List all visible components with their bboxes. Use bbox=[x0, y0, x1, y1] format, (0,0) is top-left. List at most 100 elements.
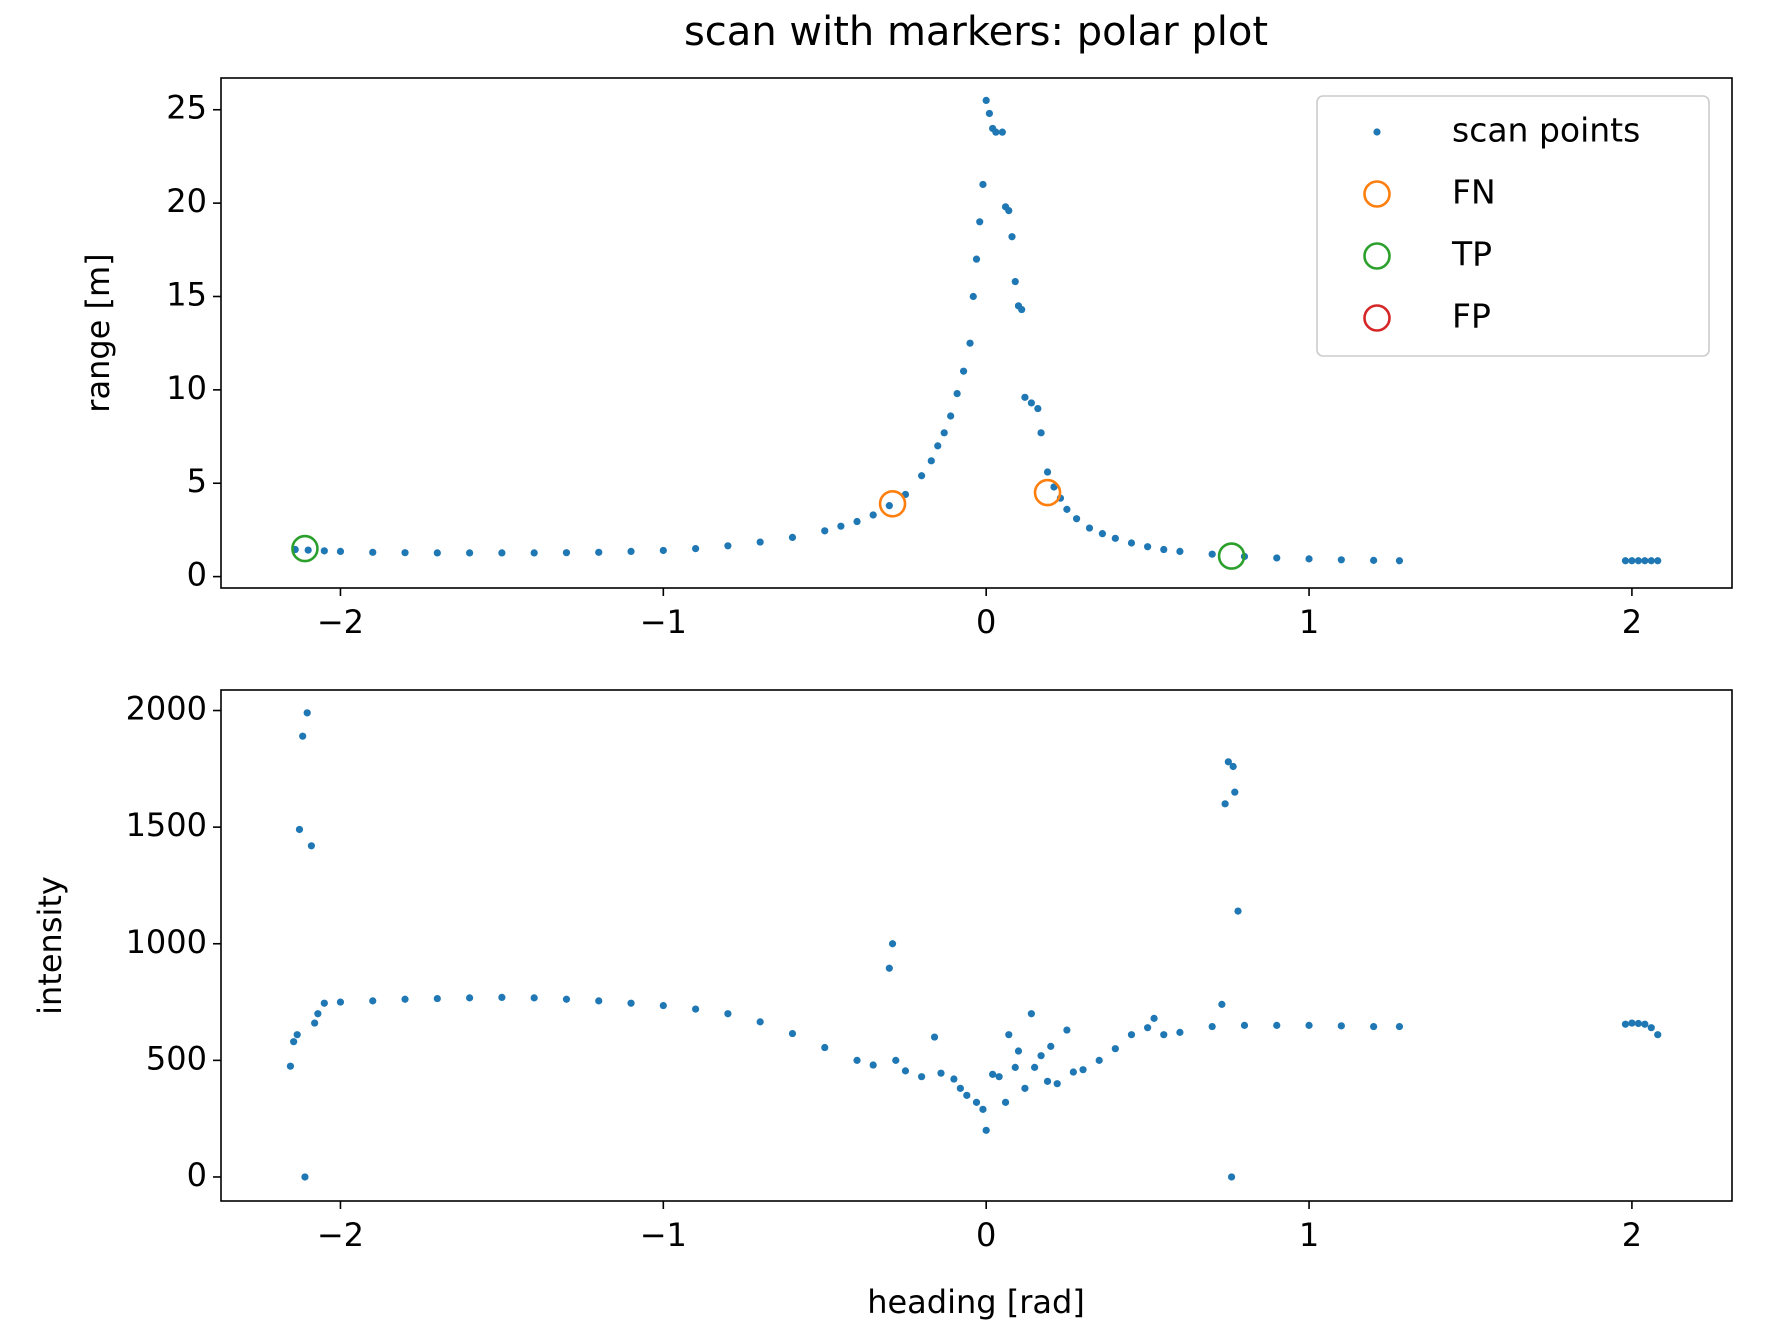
scan-point bbox=[498, 549, 506, 557]
y-tick-label: 25 bbox=[166, 89, 207, 127]
scan-point bbox=[659, 1001, 667, 1010]
scan-point bbox=[953, 389, 961, 398]
scan-point bbox=[885, 502, 893, 510]
scan-point bbox=[1011, 1063, 1019, 1071]
scan-point bbox=[530, 549, 538, 557]
scan-point bbox=[320, 999, 328, 1007]
scan-point bbox=[336, 998, 345, 1006]
scan-point bbox=[369, 548, 377, 556]
scan-point bbox=[1305, 555, 1313, 563]
scan-point bbox=[959, 367, 968, 375]
scan-point bbox=[1634, 1019, 1642, 1028]
scan-point bbox=[303, 709, 311, 717]
y-tick-label: 0 bbox=[187, 556, 207, 594]
scan-point bbox=[290, 1038, 298, 1046]
scan-point bbox=[1034, 404, 1042, 413]
scan-point bbox=[1208, 1022, 1216, 1031]
scan-point bbox=[837, 522, 845, 530]
scan-point bbox=[595, 997, 603, 1005]
scan-point bbox=[1176, 547, 1184, 555]
scan-point bbox=[1021, 393, 1029, 401]
scan-point bbox=[1144, 1024, 1152, 1032]
axes-frame bbox=[220, 77, 1733, 589]
scan-point bbox=[992, 128, 1000, 136]
scan-point bbox=[433, 549, 441, 557]
scan-point bbox=[1095, 1056, 1103, 1064]
scan-point bbox=[853, 517, 861, 526]
scan-point bbox=[1027, 399, 1035, 407]
scan-point bbox=[1005, 206, 1013, 215]
scan-point bbox=[989, 1070, 997, 1078]
scan-point bbox=[927, 457, 935, 465]
scan-point bbox=[1229, 762, 1237, 771]
scan-point bbox=[311, 1019, 319, 1027]
scan-point bbox=[1150, 1014, 1158, 1022]
scan-point bbox=[562, 549, 571, 557]
scan-point bbox=[1072, 515, 1081, 523]
legend-label: TP bbox=[1451, 235, 1492, 274]
scan-point bbox=[466, 549, 474, 557]
scan-point bbox=[1047, 1042, 1055, 1050]
scan-point bbox=[1018, 305, 1026, 314]
legend-marker bbox=[1363, 304, 1391, 332]
legend-marker bbox=[1363, 180, 1391, 208]
scan-point bbox=[979, 180, 987, 189]
scan-point bbox=[1021, 1084, 1029, 1092]
scan-point bbox=[293, 1031, 301, 1039]
scan-point bbox=[1240, 1021, 1249, 1029]
marker-circle bbox=[1033, 478, 1062, 507]
x-tick-label: 1 bbox=[1299, 1216, 1319, 1254]
y-tick-label: 1500 bbox=[126, 806, 207, 844]
scan-point bbox=[950, 1075, 958, 1083]
scan-point bbox=[821, 1043, 829, 1052]
legend-box bbox=[1316, 95, 1710, 357]
scan-point bbox=[595, 548, 603, 556]
x-tick-label: 2 bbox=[1622, 603, 1642, 641]
scan-point bbox=[979, 1105, 987, 1113]
scan-point bbox=[1063, 505, 1071, 513]
scan-point bbox=[1370, 556, 1378, 564]
scan-point bbox=[1337, 1022, 1345, 1030]
scan-point bbox=[1227, 1173, 1236, 1181]
scan-point bbox=[1234, 907, 1242, 915]
scan-point bbox=[1111, 534, 1119, 542]
axes-frame bbox=[220, 689, 1733, 1202]
scan-point bbox=[1621, 557, 1630, 565]
scan-point bbox=[1098, 530, 1107, 538]
scan-point bbox=[1127, 539, 1136, 547]
x-tick-label: 0 bbox=[976, 1216, 996, 1254]
scan-point bbox=[998, 128, 1006, 136]
x-tick-label: 0 bbox=[976, 603, 996, 641]
y-axis-label: range [m] bbox=[79, 253, 117, 412]
y-tick-label: 15 bbox=[166, 275, 207, 313]
scan-point bbox=[1014, 1047, 1023, 1055]
scan-point bbox=[1221, 800, 1229, 808]
scan-point bbox=[918, 472, 926, 480]
scan-point bbox=[1273, 1021, 1281, 1029]
scan-point bbox=[888, 940, 897, 948]
scan-point bbox=[1654, 557, 1662, 565]
x-tick-label: −1 bbox=[640, 1216, 687, 1254]
scan-point bbox=[1208, 550, 1216, 558]
scan-point bbox=[1043, 468, 1052, 476]
scan-point bbox=[301, 1173, 309, 1181]
y-tick-label: 500 bbox=[146, 1039, 207, 1077]
scan-point bbox=[1008, 233, 1016, 241]
y-tick-label: 0 bbox=[187, 1156, 207, 1194]
scan-point bbox=[976, 218, 984, 226]
legend: scan points FN TP FP bbox=[1316, 95, 1710, 357]
scan-point bbox=[1069, 1068, 1077, 1076]
scan-point bbox=[401, 549, 409, 557]
scan-point bbox=[286, 1062, 295, 1070]
plot-area bbox=[291, 96, 1662, 570]
scan-point bbox=[659, 546, 667, 555]
scan-point bbox=[627, 547, 635, 555]
scan-point bbox=[995, 1073, 1003, 1081]
scan-point bbox=[627, 999, 635, 1007]
scan-point bbox=[982, 96, 990, 105]
scan-point bbox=[1641, 1020, 1649, 1028]
scan-point bbox=[985, 109, 994, 118]
scan-point bbox=[433, 994, 441, 1003]
scan-point bbox=[498, 993, 506, 1001]
